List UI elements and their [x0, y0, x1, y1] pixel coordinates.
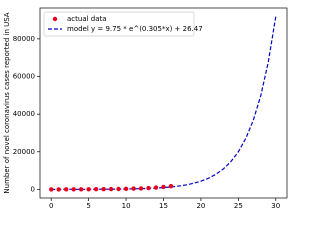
x-tick-label: 25 [234, 202, 243, 210]
data-point [63, 187, 69, 192]
plot-frame [39, 7, 288, 199]
x-tick-label: 0 [49, 202, 53, 210]
y-tick-label: 0 [31, 185, 35, 193]
data-point [123, 186, 129, 192]
data-point [108, 186, 114, 192]
data-point [146, 185, 151, 191]
data-point [93, 187, 99, 192]
data-point [153, 185, 159, 190]
data-point [101, 186, 106, 192]
y-tick-label: 40000 [13, 110, 35, 118]
data-point [78, 187, 84, 192]
legend-label: model y = 9.75 * e^(0.305*x) + 26.47 [67, 25, 203, 33]
chart: Number of novel coronavirus cases report… [3, 7, 288, 210]
data-point [49, 187, 54, 192]
y-axis-label: Number of novel coronavirus cases report… [3, 12, 11, 193]
data-point [56, 187, 61, 192]
data-point [161, 184, 166, 190]
y-tick-label: 80000 [13, 35, 35, 43]
data-point [138, 186, 144, 191]
x-tick-label: 30 [271, 202, 280, 210]
data-point [131, 186, 136, 191]
legend-label: actual data [67, 15, 107, 23]
y-tick-label: 20000 [13, 148, 35, 156]
data-point [116, 186, 121, 192]
x-tick-label: 5 [86, 202, 90, 210]
x-tick-label: 15 [159, 202, 168, 210]
model-line [51, 16, 277, 190]
data-point [168, 184, 174, 189]
legend-marker [52, 16, 58, 22]
legend-box [43, 11, 195, 37]
x-tick-label: 10 [122, 202, 131, 210]
x-tick-label: 20 [196, 202, 205, 210]
data-point [71, 187, 76, 192]
data-point [86, 187, 91, 192]
y-tick-label: 60000 [13, 73, 35, 81]
